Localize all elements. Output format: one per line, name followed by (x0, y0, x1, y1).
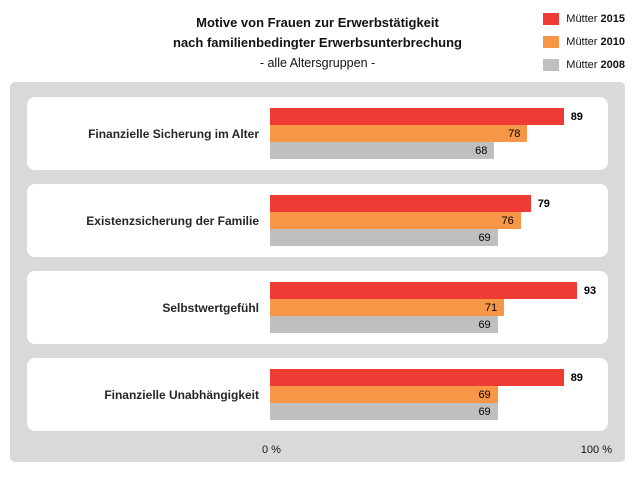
bar-mütter-2010: 71 (270, 299, 505, 316)
bar-mütter-2008: 69 (270, 316, 498, 333)
title-line-1: Motive von Frauen zur Erwerbstätigkeit (196, 15, 439, 30)
title-line-2: nach familienbedingter Erwerbsunterbrech… (173, 35, 462, 50)
x-axis-min-label: 0 % (262, 444, 281, 456)
legend-item: Mütter 2010 (543, 36, 625, 48)
legend-label: Mütter 2008 (566, 59, 625, 71)
bar-value-label: 89 (570, 110, 583, 123)
bar-mütter-2010: 78 (270, 125, 528, 142)
plot-area: Finanzielle Sicherung im Alter 89 78 68 Exis… (10, 82, 625, 462)
bar-row: 71 (270, 299, 608, 316)
bar-row: 69 (270, 229, 608, 246)
category-panel: Existenzsicherung der Familie 79 76 69 (27, 184, 608, 257)
legend-label: Mütter 2015 (566, 13, 625, 25)
bar-row: 76 (270, 212, 608, 229)
bar-group: 89 69 69 (270, 369, 608, 420)
chart-groups: Finanzielle Sicherung im Alter 89 78 68 Exis… (27, 97, 625, 431)
bar-value-label: 68 (475, 144, 488, 157)
legend-swatch-icon (543, 13, 560, 25)
bar-row: 89 (270, 108, 608, 125)
bar-value-label: 79 (537, 197, 550, 210)
bar-value-label: 93 (583, 284, 597, 297)
bar-value-label: 69 (478, 388, 491, 401)
legend-swatch-icon (543, 59, 560, 71)
bar-value-label: 89 (570, 371, 583, 384)
title-line-3: - alle Altersgruppen - (259, 56, 376, 70)
category-label: Finanzielle Sicherung im Alter (88, 126, 259, 141)
bar-mütter-2015 (270, 282, 577, 299)
bar-group: 79 76 69 (270, 195, 608, 246)
bar-mütter-2008: 69 (270, 229, 498, 246)
bar-row: 69 (270, 386, 608, 403)
bar-mütter-2015 (270, 108, 564, 125)
category-label: Finanzielle Unabhängigkeit (104, 387, 259, 402)
bar-value-label: 69 (478, 231, 491, 244)
bar-mütter-2008: 69 (270, 403, 498, 420)
bar-row: 69 (270, 316, 608, 333)
bar-mütter-2010: 76 (270, 212, 521, 229)
bar-row: 68 (270, 142, 608, 159)
legend-label: Mütter 2010 (566, 36, 625, 48)
bar-value-label: 78 (508, 127, 521, 140)
bar-mütter-2010: 69 (270, 386, 498, 403)
bar-row: 89 (270, 369, 608, 386)
x-axis: 0 % 100 % (262, 444, 612, 456)
chart-title: Motive von Frauen zur Erwerbstätigkeit n… (0, 13, 635, 73)
category-label: Existenzsicherung der Familie (86, 213, 259, 228)
bar-row: 78 (270, 125, 608, 142)
category-label: Selbstwertgefühl (162, 300, 259, 315)
bar-group: 93 71 69 (270, 282, 608, 333)
bar-value-label: 76 (501, 214, 514, 227)
legend: Mütter 2015 Mütter 2010 Mütter 2008 (543, 13, 625, 71)
bar-group: 89 78 68 (270, 108, 608, 159)
category-panel: Finanzielle Unabhängigkeit 89 69 69 (27, 358, 608, 431)
bar-mütter-2015 (270, 195, 531, 212)
legend-item: Mütter 2008 (543, 59, 625, 71)
bar-mütter-2008: 68 (270, 142, 495, 159)
bar-row: 79 (270, 195, 608, 212)
bar-value-label: 69 (478, 405, 491, 418)
x-axis-max-label: 100 % (580, 444, 612, 456)
category-panel: Selbstwertgefühl 93 71 69 (27, 271, 608, 344)
bar-row: 69 (270, 403, 608, 420)
bar-row: 93 (270, 282, 608, 299)
legend-item: Mütter 2015 (543, 13, 625, 25)
legend-swatch-icon (543, 36, 560, 48)
bar-value-label: 69 (478, 318, 491, 331)
category-panel: Finanzielle Sicherung im Alter 89 78 68 (27, 97, 608, 170)
bar-mütter-2015 (270, 369, 564, 386)
bar-value-label: 71 (485, 301, 498, 314)
